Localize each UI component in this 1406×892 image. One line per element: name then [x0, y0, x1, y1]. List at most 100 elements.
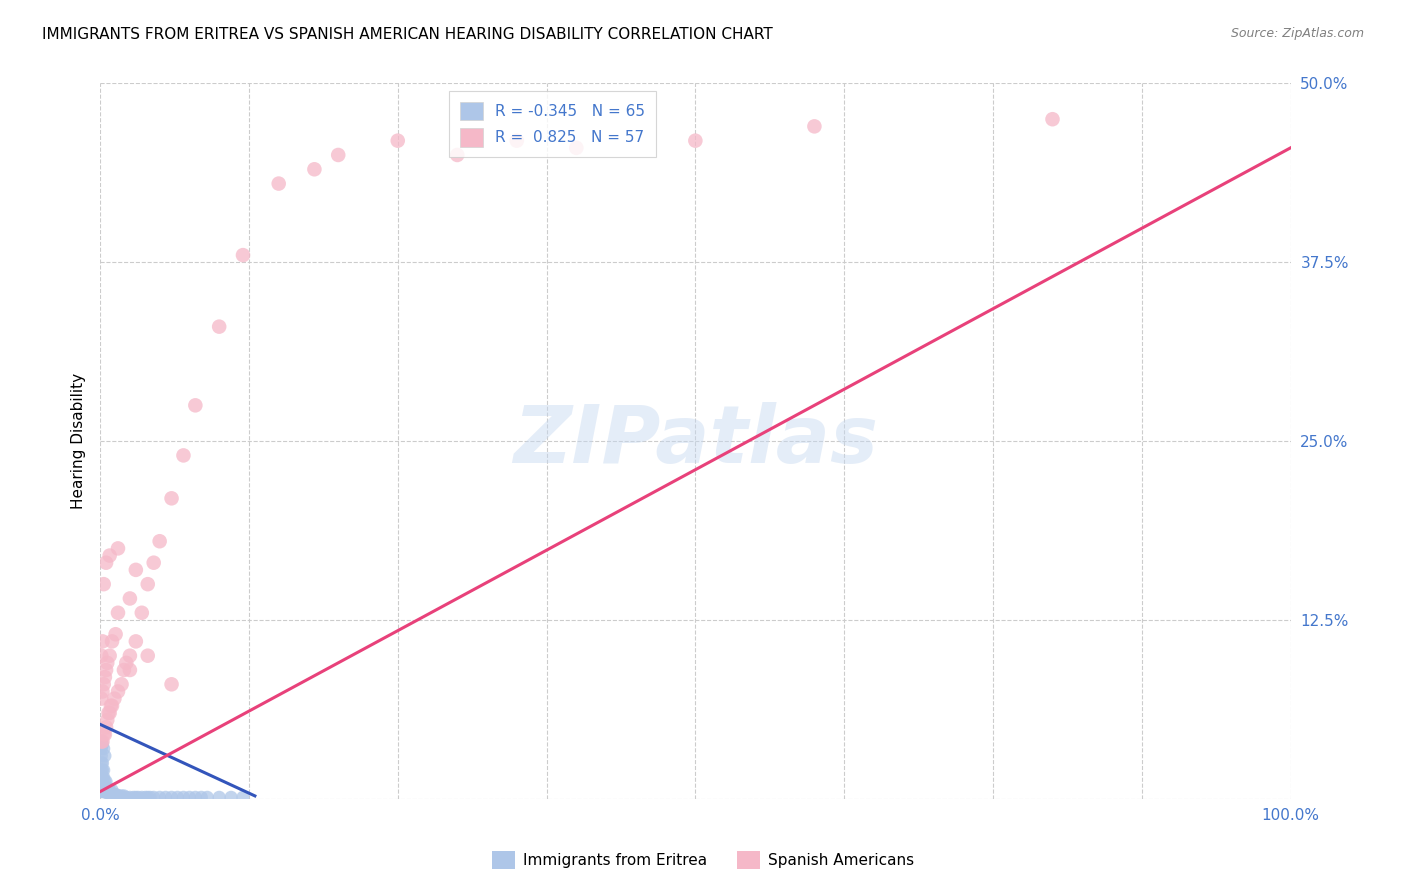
Point: [91, 684, 114, 698]
Point: [98, 786, 121, 800]
Point: [232, 790, 254, 805]
Point: [134, 790, 156, 805]
Text: IMMIGRANTS FROM ERITREA VS SPANISH AMERICAN HEARING DISABILITY CORRELATION CHART: IMMIGRANTS FROM ERITREA VS SPANISH AMERI…: [42, 27, 773, 42]
Point: [304, 162, 326, 177]
Point: [91, 777, 114, 791]
Point: [90, 777, 112, 791]
Point: [136, 648, 159, 663]
Point: [803, 120, 825, 134]
Point: [98, 549, 121, 563]
Point: [506, 134, 529, 148]
Point: [179, 790, 201, 805]
Point: [98, 648, 121, 663]
Point: [94, 670, 117, 684]
Point: [93, 784, 115, 798]
Point: [155, 790, 177, 805]
Point: [91, 738, 114, 752]
Point: [105, 789, 128, 803]
Point: [565, 141, 588, 155]
Point: [208, 319, 231, 334]
Point: [149, 534, 172, 549]
Point: [90, 734, 112, 748]
Point: [96, 656, 118, 670]
Point: [160, 677, 183, 691]
Point: [172, 790, 194, 805]
Point: [107, 541, 129, 556]
Point: [93, 741, 115, 756]
Point: [93, 727, 115, 741]
Point: [91, 634, 114, 648]
Point: [118, 663, 141, 677]
Point: [107, 684, 129, 698]
Point: [1042, 112, 1064, 127]
Point: [94, 784, 117, 798]
Point: [446, 148, 468, 162]
Point: [107, 789, 129, 803]
Point: [115, 656, 138, 670]
Point: [107, 606, 129, 620]
Point: [232, 248, 254, 262]
Point: [125, 634, 148, 648]
Point: [94, 784, 117, 798]
Point: [131, 790, 153, 805]
Point: [139, 790, 162, 805]
Point: [685, 134, 707, 148]
Point: [100, 698, 122, 713]
Point: [96, 713, 118, 727]
Point: [94, 774, 117, 789]
Legend: R = -0.345   N = 65, R =  0.825   N = 57: R = -0.345 N = 65, R = 0.825 N = 57: [450, 91, 655, 157]
Point: [184, 790, 207, 805]
Point: [100, 786, 122, 800]
Point: [91, 756, 114, 770]
Point: [104, 627, 127, 641]
Point: [118, 591, 141, 606]
Point: [103, 691, 125, 706]
Point: [136, 790, 159, 805]
Point: [94, 748, 117, 763]
Point: [101, 698, 124, 713]
Point: [108, 789, 131, 803]
Point: [103, 788, 125, 802]
Point: [93, 577, 115, 591]
Point: [195, 790, 218, 805]
Text: ZIPatlas: ZIPatlas: [513, 402, 877, 480]
Point: [328, 148, 350, 162]
Point: [94, 727, 117, 741]
Point: [184, 398, 207, 412]
Point: [166, 790, 188, 805]
Point: [90, 748, 112, 763]
Point: [136, 577, 159, 591]
Point: [118, 648, 141, 663]
Point: [94, 780, 117, 795]
Point: [91, 770, 114, 784]
Point: [94, 720, 117, 734]
Point: [142, 556, 165, 570]
Point: [103, 788, 125, 802]
Point: [125, 563, 148, 577]
Point: [112, 789, 135, 803]
Point: [267, 177, 290, 191]
Point: [101, 783, 124, 797]
Point: [112, 663, 135, 677]
Point: [90, 784, 112, 798]
Point: [94, 556, 117, 570]
Point: [94, 780, 117, 795]
Point: [101, 634, 124, 648]
Point: [104, 788, 127, 802]
Point: [387, 134, 409, 148]
Point: [90, 734, 112, 748]
Point: [90, 691, 112, 706]
Point: [115, 790, 138, 805]
Point: [90, 648, 112, 663]
Point: [125, 790, 148, 805]
Point: [96, 781, 118, 796]
Y-axis label: Hearing Disability: Hearing Disability: [72, 373, 86, 509]
Legend: Immigrants from Eritrea, Spanish Americans: Immigrants from Eritrea, Spanish America…: [486, 845, 920, 875]
Point: [142, 790, 165, 805]
Point: [91, 763, 114, 777]
Point: [149, 790, 172, 805]
Point: [127, 790, 149, 805]
Point: [98, 783, 121, 797]
Point: [131, 606, 153, 620]
Point: [97, 786, 120, 800]
